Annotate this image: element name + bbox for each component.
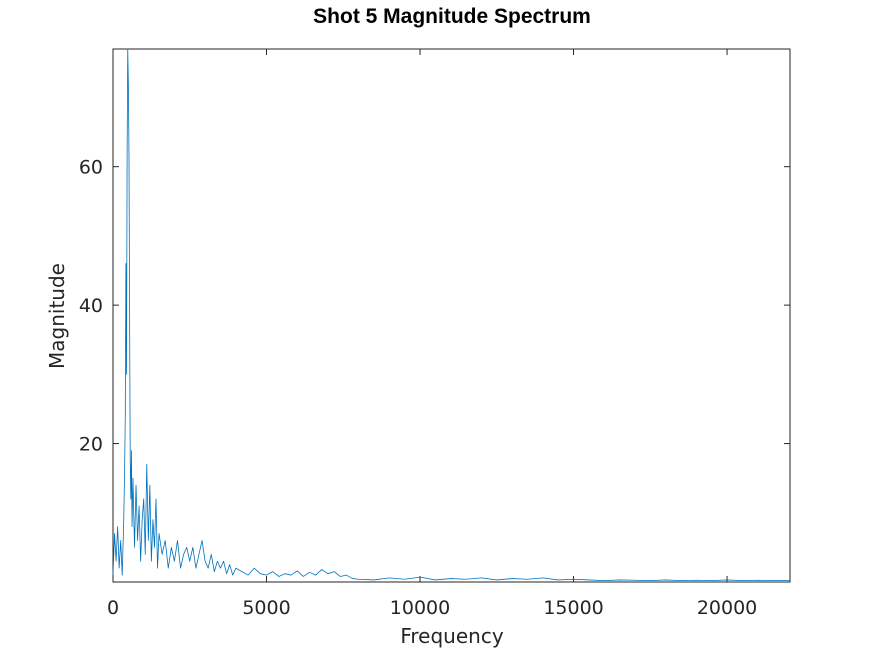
y-axis-label: Magnitude <box>45 263 69 369</box>
y-tick-label: 40 <box>79 295 103 317</box>
magnitude-series-line <box>112 48 790 582</box>
x-tick-label: 5000 <box>242 597 290 619</box>
y-tick-label: 60 <box>79 157 103 179</box>
x-tick-label: 15000 <box>543 597 603 619</box>
y-tick-label: 20 <box>79 434 103 456</box>
x-tick-label: 10000 <box>390 597 450 619</box>
x-tick-label: 20000 <box>697 597 757 619</box>
plot-area-frame <box>112 48 791 583</box>
x-axis-label: Frequency <box>400 624 503 648</box>
x-axis-ticks: 0 5000 10000 15000 20000 <box>107 49 757 619</box>
y-axis-ticks: 20 40 60 <box>79 157 790 456</box>
chart-title: Shot 5 Magnitude Spectrum <box>313 5 591 28</box>
x-tick-label: 0 <box>107 597 119 619</box>
data-series-group <box>112 48 790 582</box>
